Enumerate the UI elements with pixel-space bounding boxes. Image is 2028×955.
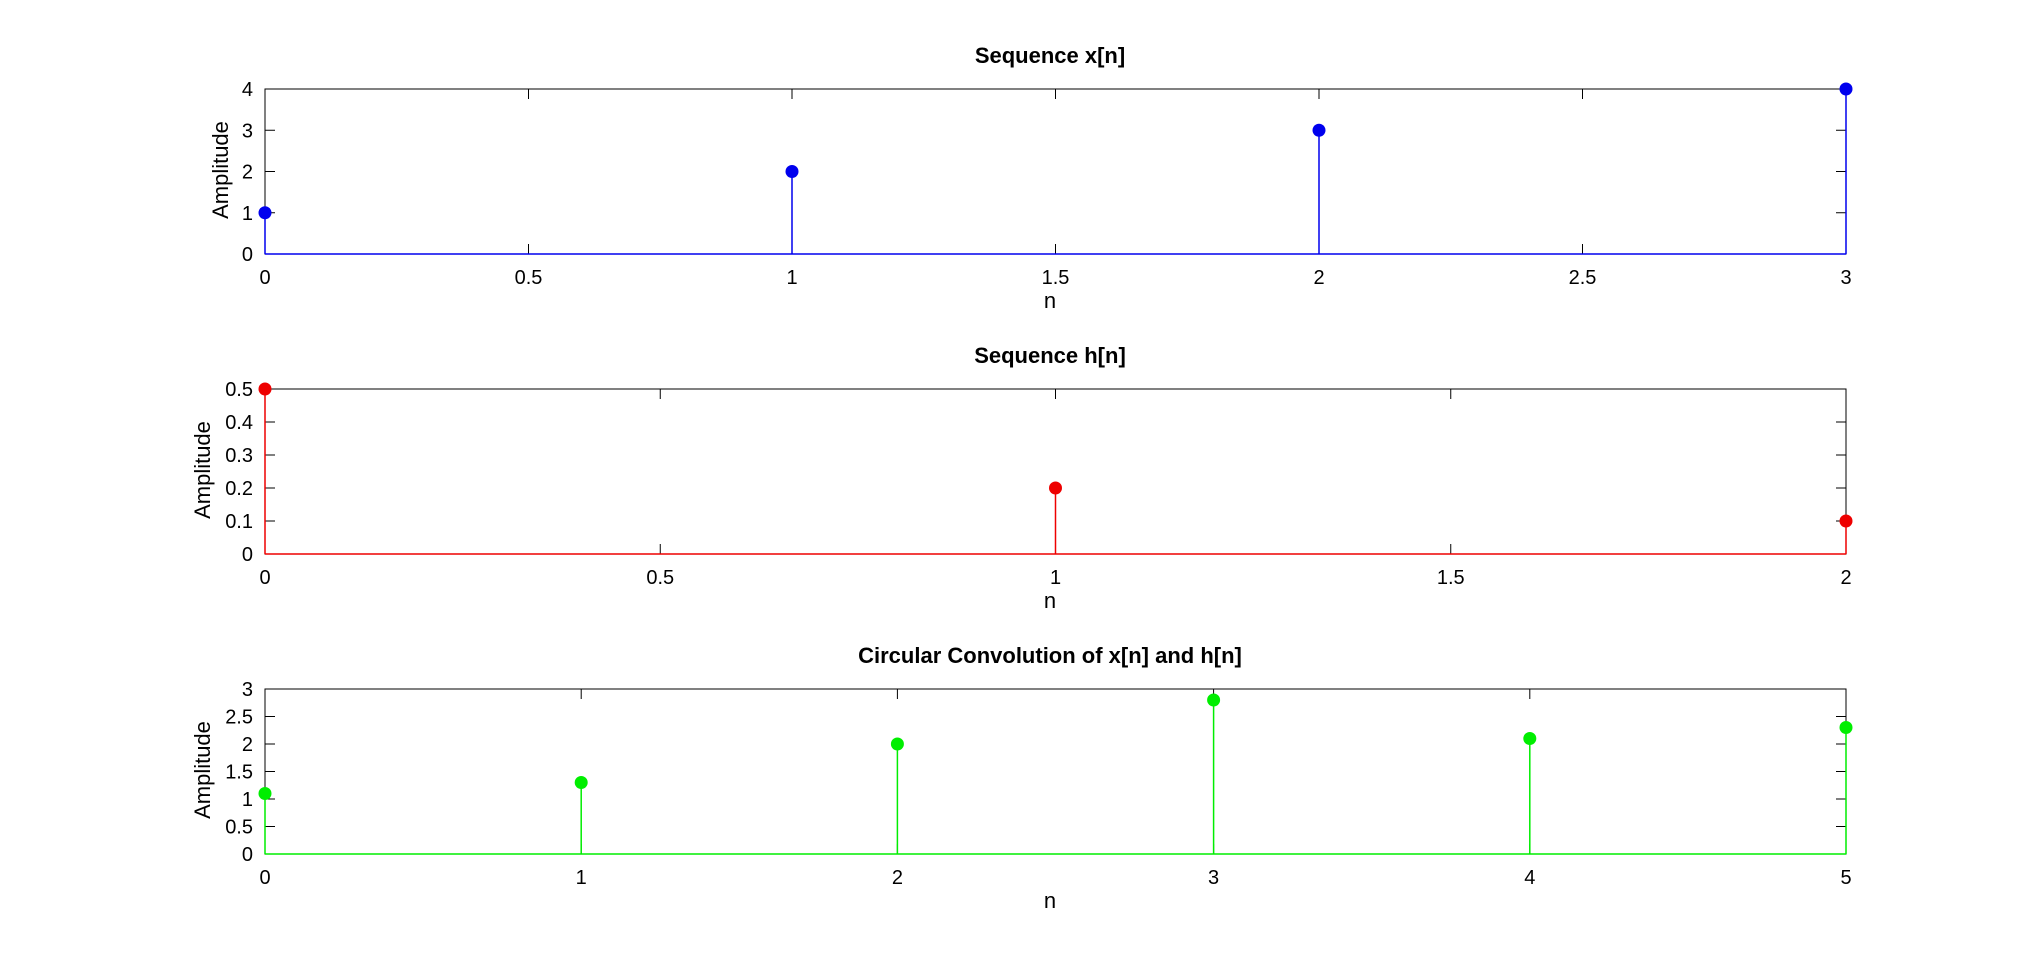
stem-marker [1839, 514, 1853, 528]
x-axis-label: n [1044, 888, 1056, 913]
stem-marker [258, 206, 272, 220]
y-tick-label: 0.1 [225, 511, 253, 533]
x-tick-label: 2 [1313, 267, 1324, 289]
panel-circular-convolution: Circular Convolution of x[n] and h[n] n … [190, 643, 1853, 913]
stem-marker [1839, 82, 1853, 96]
x-tick-label: 0.5 [515, 267, 543, 289]
y-tick-label: 0 [242, 544, 253, 566]
x-tick-label: 1 [1050, 567, 1061, 589]
x-tick-label: 0.5 [646, 567, 674, 589]
stem-marker [1839, 721, 1853, 734]
axes-frame [264, 88, 1847, 255]
y-tick-label: 0 [242, 244, 253, 266]
x-tick-label: 3 [1208, 867, 1219, 889]
y-tick-label: 0.5 [225, 379, 253, 401]
y-axis-label: Amplitude [190, 421, 215, 519]
x-tick-label: 2 [1840, 567, 1851, 589]
stem-marker [1312, 123, 1326, 137]
y-tick-label: 0.5 [225, 817, 253, 839]
x-tick-label: 1.5 [1437, 567, 1465, 589]
y-tick-label: 0.4 [225, 412, 253, 434]
stem-marker [890, 737, 904, 751]
x-tick-label: 1.5 [1042, 267, 1070, 289]
x-tick-label: 4 [1524, 867, 1535, 889]
y-axis-label: Amplitude [208, 121, 233, 219]
y-tick-label: 1 [242, 789, 253, 811]
x-tick-label: 5 [1840, 867, 1851, 889]
stem-marker [785, 165, 799, 178]
y-tick-label: 1 [242, 203, 253, 225]
x-tick-label: 0 [259, 567, 270, 589]
y-tick-label: 0.3 [225, 445, 253, 467]
chart-title: Sequence h[n] [974, 343, 1126, 368]
y-axis-label: Amplitude [190, 721, 215, 819]
y-tick-label: 1.5 [225, 762, 253, 784]
stem-marker [1523, 732, 1537, 745]
stem-marker [1049, 481, 1062, 495]
stem-marker [1207, 693, 1221, 707]
x-tick-label: 0 [259, 867, 270, 889]
x-tick-label: 1 [576, 867, 587, 889]
y-tick-label: 2.5 [225, 707, 253, 729]
y-tick-label: 2 [242, 734, 253, 756]
chart-title: Sequence x[n] [975, 43, 1125, 68]
x-axis-label: n [1044, 588, 1056, 613]
panel-sequence-x: Sequence x[n] n Amplitude 0 0.5 1 1.5 2 2.5 3 0… [208, 43, 1853, 313]
y-tick-label: 2 [242, 162, 253, 184]
x-tick-label: 2 [892, 867, 903, 889]
y-tick-label: 3 [242, 679, 253, 701]
stem-marker [258, 382, 272, 396]
y-tick-label: 4 [242, 79, 253, 101]
y-tick-label: 3 [242, 120, 253, 142]
stem-marker [574, 776, 588, 789]
x-tick-label: 3 [1840, 267, 1851, 289]
stem-marker [258, 787, 272, 800]
y-tick-label: 0 [242, 844, 253, 866]
panel-sequence-h: Sequence h[n] n Amplitude 0 0.5 1 1.5 2 0 0.1 0… [190, 343, 1853, 613]
x-tick-label: 0 [259, 267, 270, 289]
y-tick-label: 0.2 [225, 478, 253, 500]
x-tick-label: 1 [786, 267, 797, 289]
x-tick-label: 2.5 [1569, 267, 1597, 289]
x-axis-label: n [1044, 288, 1056, 313]
axes-frame [264, 688, 1847, 855]
chart-title: Circular Convolution of x[n] and h[n] [858, 643, 1242, 668]
